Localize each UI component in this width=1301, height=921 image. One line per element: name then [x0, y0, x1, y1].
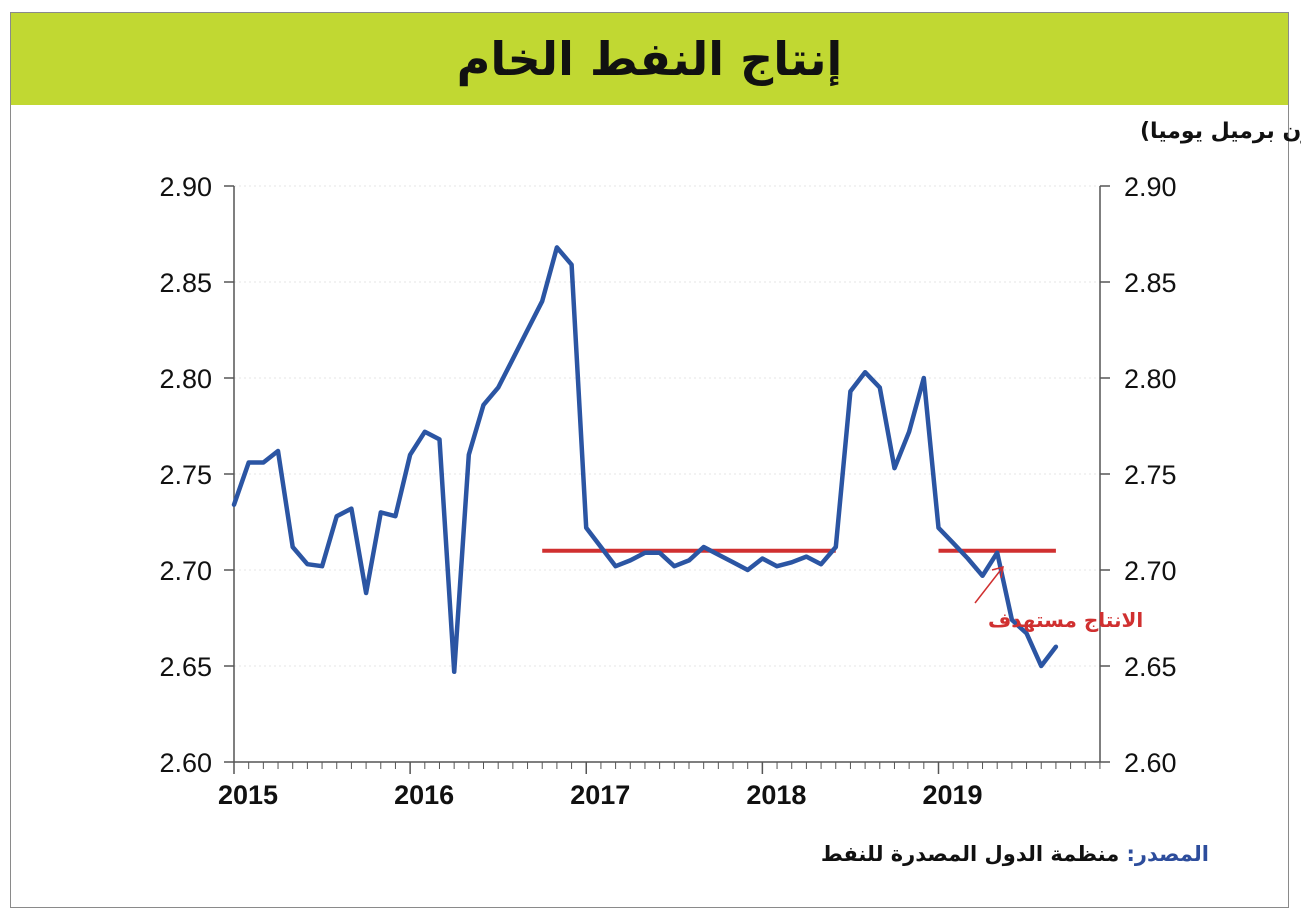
chart-frame: إنتاج النفط الخام [10, 12, 1289, 908]
y-tick-label-right: 2.70 [1124, 556, 1177, 586]
gridlines [234, 185, 1100, 667]
source-label: المصدر: [1126, 842, 1209, 866]
y-tick-label-right: 2.90 [1124, 172, 1177, 202]
tick-marks [224, 185, 1110, 774]
y-tick-label-left: 2.85 [159, 268, 212, 298]
x-tick-label-2019: 2019 [922, 780, 982, 810]
title-banner: إنتاج النفط الخام [11, 13, 1288, 105]
unit-label: (مليون برميل يوميا) [1140, 119, 1301, 144]
y-tick-label-right: 2.60 [1124, 748, 1177, 778]
annotation-group: الانتاج مستهدف [974, 565, 1143, 632]
y-tick-label-left: 2.70 [159, 556, 212, 586]
series-group [231, 245, 1059, 675]
x-tick-label-2018: 2018 [746, 780, 806, 810]
y-tick-label-right: 2.65 [1124, 652, 1177, 682]
y-tick-label-left: 2.90 [159, 172, 212, 202]
series-line-1 [231, 245, 1059, 675]
y-tick-label-left: 2.80 [159, 364, 212, 394]
annotation-arrow [974, 566, 1004, 604]
chart-title: إنتاج النفط الخام [456, 32, 843, 86]
y-tick-label-left: 2.60 [159, 748, 212, 778]
y-tick-label-right: 2.80 [1124, 364, 1177, 394]
y-tick-label-right: 2.75 [1124, 460, 1177, 490]
x-tick-label-2015: 2015 [218, 780, 278, 810]
tick-labels: 2.60 2.60 2.65 2.65 2.70 2.70 2.75 2.75 2.80 2.80… [159, 172, 1176, 810]
annotation-label: الانتاج مستهدف [988, 608, 1143, 632]
y-tick-label-left: 2.75 [159, 460, 212, 490]
source-note: المصدر: منظمة الدول المصدرة للنفط [821, 842, 1209, 866]
annotation-arrowhead [991, 565, 1004, 579]
y-tick-label-left: 2.65 [159, 652, 212, 682]
x-tick-label-2017: 2017 [570, 780, 630, 810]
y-tick-label-right: 2.85 [1124, 268, 1177, 298]
x-tick-label-2016: 2016 [394, 780, 454, 810]
source-value: منظمة الدول المصدرة للنفط [820, 842, 1120, 866]
